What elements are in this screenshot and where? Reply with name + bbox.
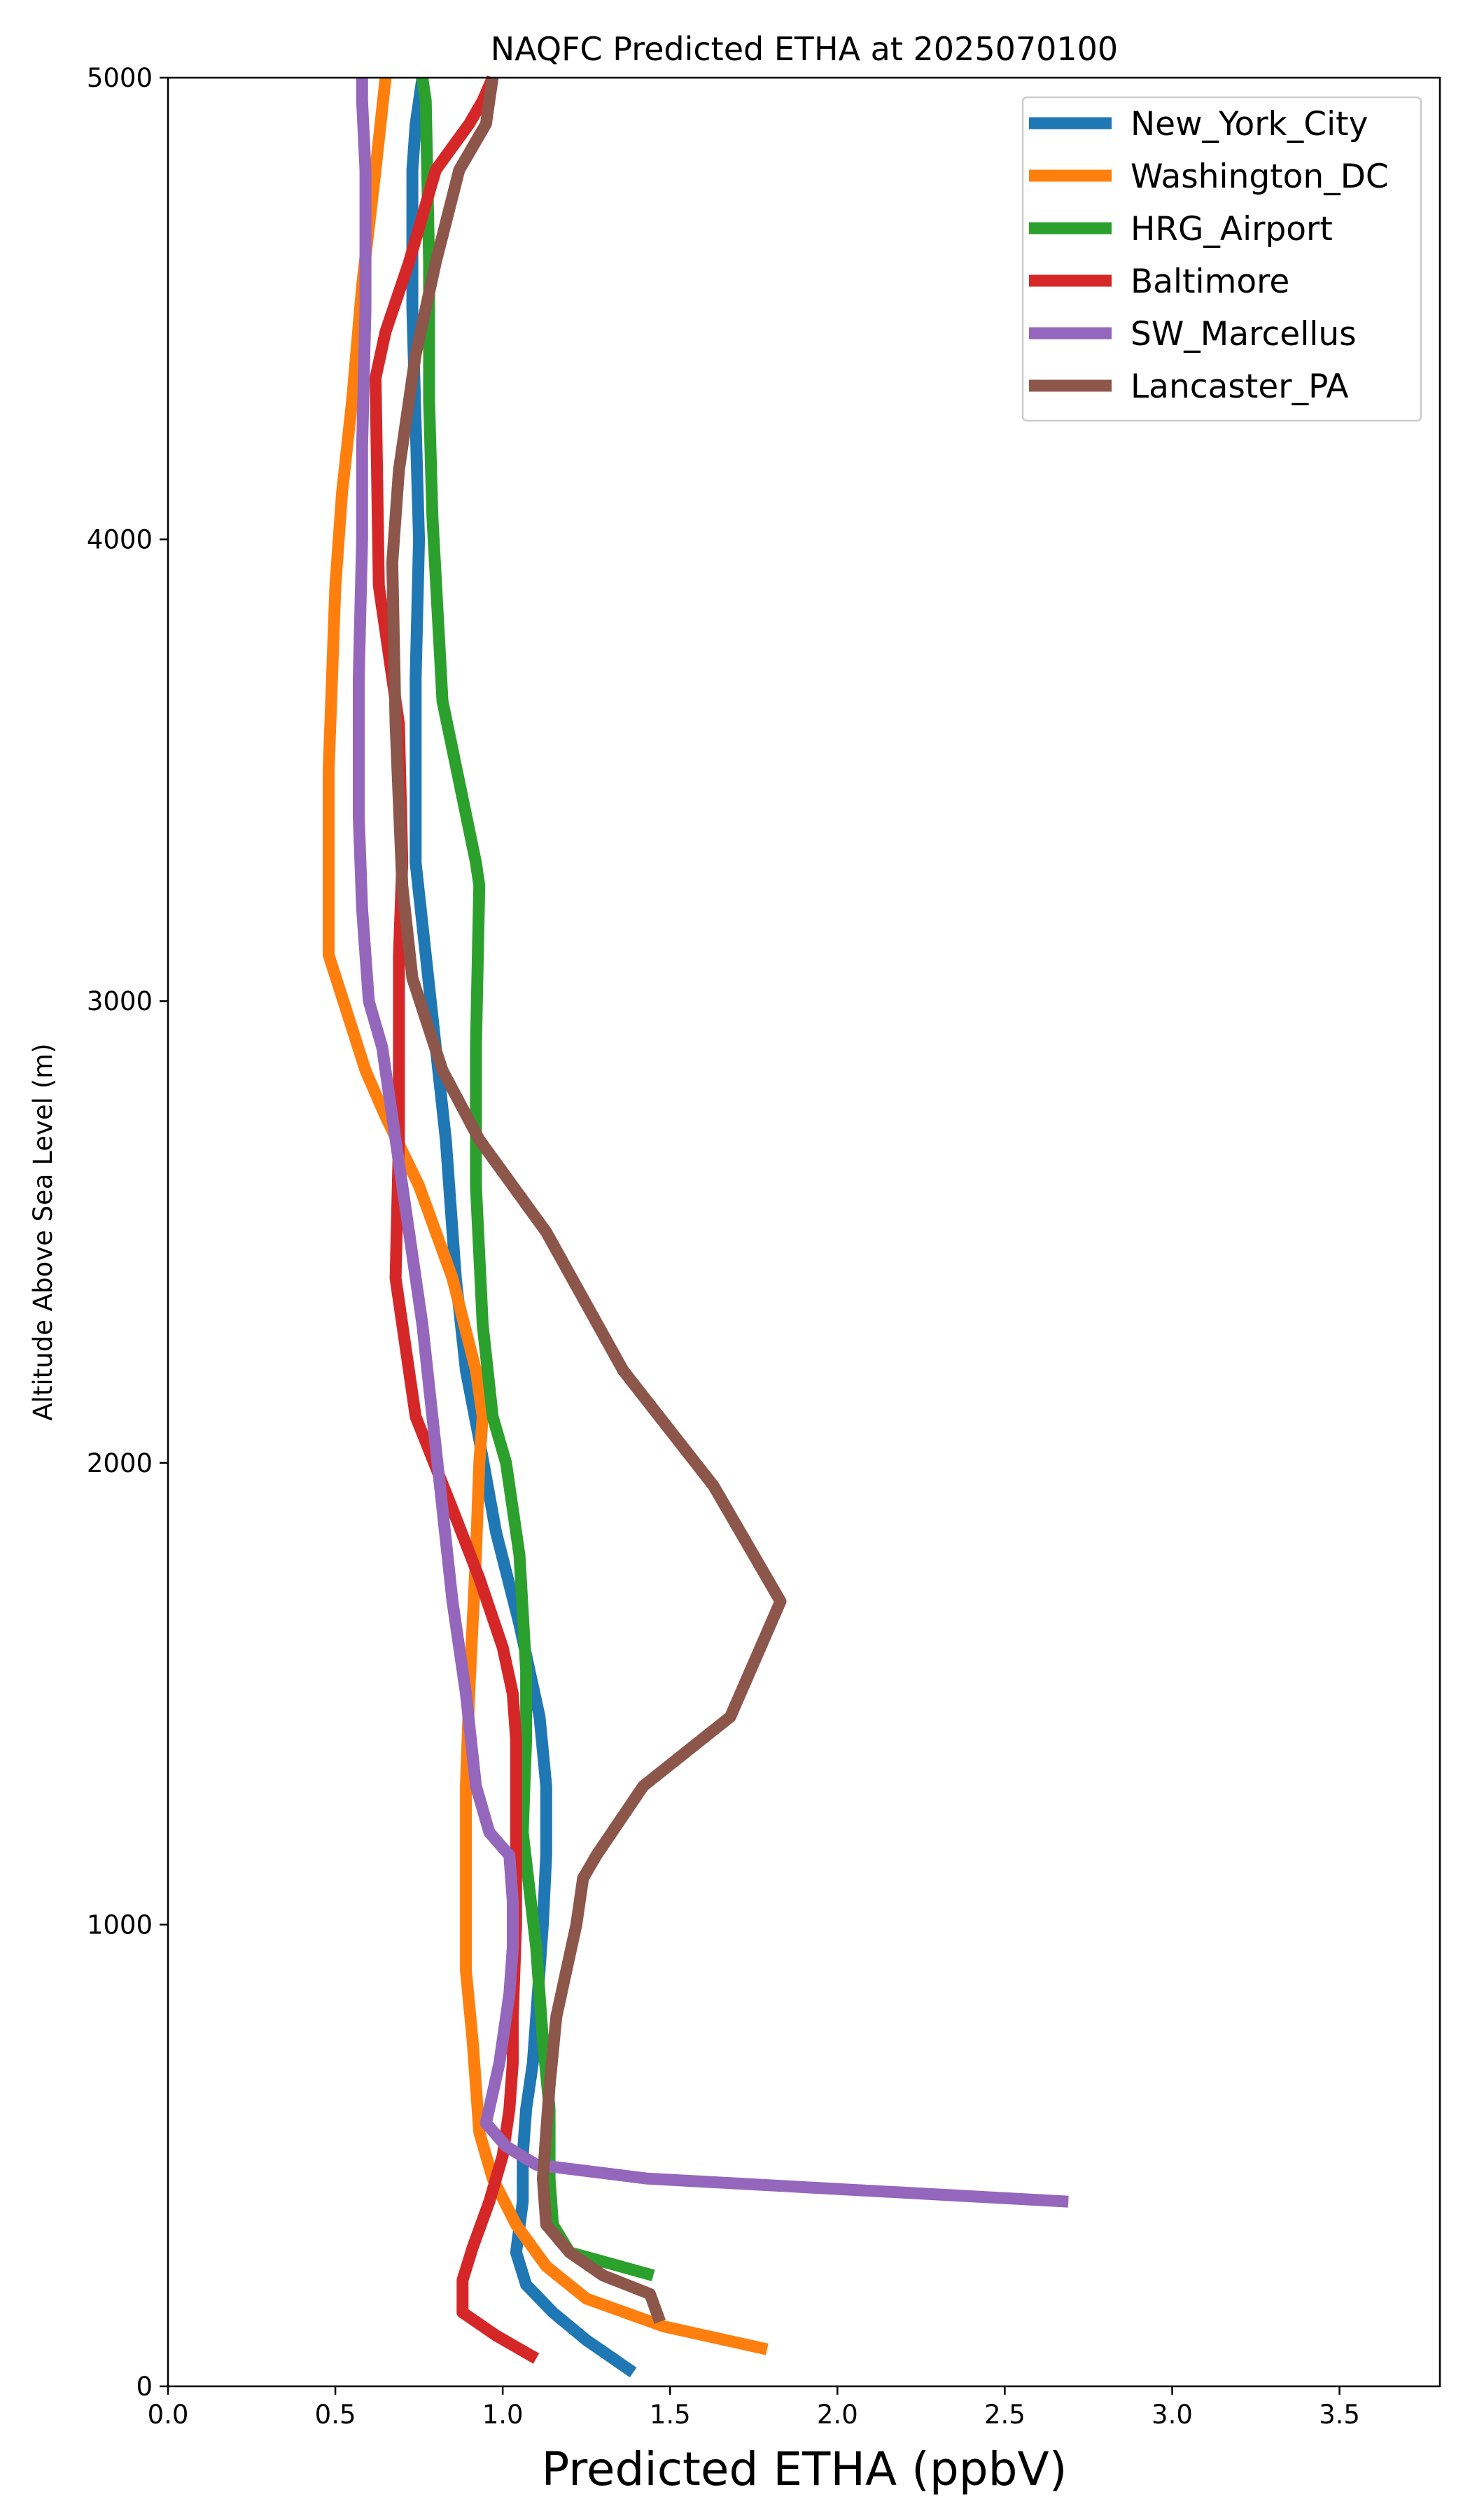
series-layer <box>323 75 1069 2378</box>
y-axis: 0 1000 2000 3000 4000 5000 <box>87 63 168 2402</box>
legend: New_York_City Washington_DC HRG_Airport Bal… <box>1021 96 1422 422</box>
y-tick-label: 4000 <box>87 525 153 555</box>
legend-label: New_York_City <box>1130 105 1368 144</box>
y-tick-label: 3000 <box>87 986 153 1016</box>
x-axis-label: Predicted ETHA (ppbV) <box>542 2442 1068 2496</box>
plot-frame <box>167 76 1441 2388</box>
legend-box <box>1021 96 1422 422</box>
series-line-hrg-airport <box>416 76 655 2281</box>
x-tick-label: 1.5 <box>650 2400 691 2430</box>
legend-label: SW_Marcellus <box>1130 315 1357 354</box>
y-tick-label: 2000 <box>87 1448 153 1478</box>
legend-label: Lancaster_PA <box>1130 368 1349 406</box>
x-tick-label: 0.5 <box>315 2400 356 2430</box>
x-tick-label: 2.5 <box>984 2400 1026 2430</box>
x-tick-label: 1.0 <box>482 2400 524 2430</box>
legend-label: HRG_Airport <box>1130 210 1333 248</box>
series-line-sw-marcellus <box>353 78 1069 2208</box>
y-tick-label: 1000 <box>87 1910 153 1940</box>
x-tick-label: 3.5 <box>1319 2400 1360 2430</box>
y-tick-label: 0 <box>136 2372 153 2402</box>
series-line-lancaster-pa <box>386 76 787 2324</box>
legend-label: Washington_DC <box>1130 158 1389 196</box>
y-tick-label: 5000 <box>87 63 153 93</box>
chart-title: NAQFC Predicted ETHA at 2025070100 <box>491 30 1118 68</box>
x-tick-label: 3.0 <box>1152 2400 1193 2430</box>
x-tick-label: 2.0 <box>817 2400 858 2430</box>
series-line-baltimore <box>370 75 540 2364</box>
x-tick-label: 0.0 <box>148 2400 189 2430</box>
series-line-new-york-city <box>406 76 637 2378</box>
legend-label: Baltimore <box>1130 262 1289 301</box>
x-axis: 0.0 0.5 1.0 1.5 2.0 2.5 3.0 3.5 <box>148 2386 1360 2430</box>
y-axis-label: Altitude Above Sea Level (m) <box>28 1043 58 1420</box>
